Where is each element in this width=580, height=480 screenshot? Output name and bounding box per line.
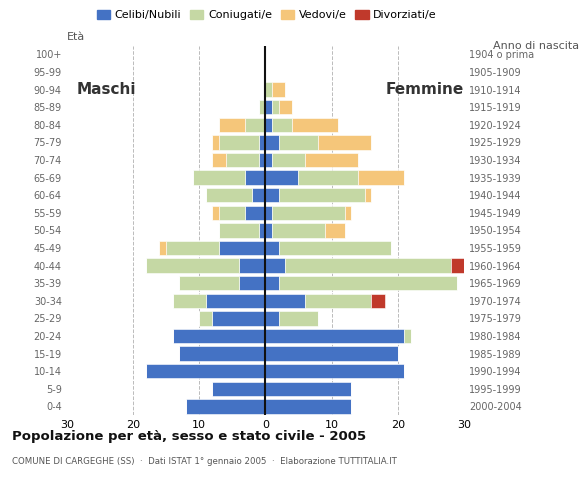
Bar <box>451 258 464 273</box>
Bar <box>266 258 285 273</box>
Bar <box>259 153 266 167</box>
Bar <box>278 276 458 290</box>
Bar <box>325 223 345 238</box>
Bar <box>266 205 272 220</box>
Bar <box>266 135 278 150</box>
Bar <box>259 100 266 114</box>
Bar <box>245 170 266 185</box>
Bar <box>160 241 166 255</box>
Bar <box>278 135 318 150</box>
Bar <box>166 241 219 255</box>
Bar <box>266 153 272 167</box>
Bar <box>186 399 266 414</box>
Bar <box>239 258 266 273</box>
Bar <box>272 83 285 97</box>
Bar <box>266 241 278 255</box>
Bar <box>173 329 266 343</box>
Bar <box>206 188 252 203</box>
Bar <box>212 135 219 150</box>
Bar <box>371 294 385 308</box>
Bar <box>266 118 272 132</box>
Bar <box>266 100 272 114</box>
Bar <box>272 205 345 220</box>
Bar <box>219 205 245 220</box>
Bar <box>278 188 365 203</box>
Bar <box>266 276 278 290</box>
Bar <box>266 170 299 185</box>
Bar <box>252 188 266 203</box>
Bar <box>193 170 245 185</box>
Bar <box>199 311 212 325</box>
Bar <box>358 170 404 185</box>
Bar <box>345 205 351 220</box>
Bar <box>266 399 351 414</box>
Bar <box>278 311 318 325</box>
Bar <box>266 83 272 97</box>
Bar <box>266 311 278 325</box>
Bar <box>219 135 259 150</box>
Bar <box>266 188 278 203</box>
Text: Età: Età <box>67 32 85 42</box>
Bar <box>259 135 266 150</box>
Bar <box>173 294 206 308</box>
Bar <box>219 118 245 132</box>
Bar <box>266 382 351 396</box>
Bar <box>285 258 451 273</box>
Bar <box>278 241 391 255</box>
Bar <box>146 364 266 378</box>
Bar <box>292 118 338 132</box>
Text: Maschi: Maschi <box>77 82 136 97</box>
Bar <box>219 223 259 238</box>
Bar <box>212 311 266 325</box>
Bar <box>299 170 358 185</box>
Text: Anno di nascita: Anno di nascita <box>493 41 579 51</box>
Bar <box>259 223 266 238</box>
Bar <box>272 100 278 114</box>
Bar <box>146 258 239 273</box>
Text: Femmine: Femmine <box>385 82 463 97</box>
Text: COMUNE DI CARGEGHE (SS)  ·  Dati ISTAT 1° gennaio 2005  ·  Elaborazione TUTTITAL: COMUNE DI CARGEGHE (SS) · Dati ISTAT 1° … <box>12 457 397 466</box>
Bar <box>226 153 259 167</box>
Bar <box>305 153 358 167</box>
Bar <box>212 205 219 220</box>
Bar <box>245 205 266 220</box>
Bar <box>266 329 404 343</box>
Bar <box>219 241 266 255</box>
Bar <box>266 223 272 238</box>
Bar <box>212 382 266 396</box>
Bar <box>318 135 371 150</box>
Bar <box>272 153 305 167</box>
Bar <box>404 329 411 343</box>
Bar <box>212 153 226 167</box>
Legend: Celibi/Nubili, Coniugati/e, Vedovi/e, Divorziati/e: Celibi/Nubili, Coniugati/e, Vedovi/e, Di… <box>92 6 441 25</box>
Bar <box>245 118 266 132</box>
Bar <box>179 347 266 361</box>
Text: Popolazione per età, sesso e stato civile - 2005: Popolazione per età, sesso e stato civil… <box>12 430 366 443</box>
Bar <box>206 294 266 308</box>
Bar <box>179 276 239 290</box>
Bar <box>272 223 325 238</box>
Bar <box>266 294 305 308</box>
Bar <box>266 364 404 378</box>
Bar <box>239 276 266 290</box>
Bar <box>272 118 292 132</box>
Bar <box>365 188 371 203</box>
Bar <box>266 347 398 361</box>
Bar <box>305 294 371 308</box>
Bar <box>278 100 292 114</box>
